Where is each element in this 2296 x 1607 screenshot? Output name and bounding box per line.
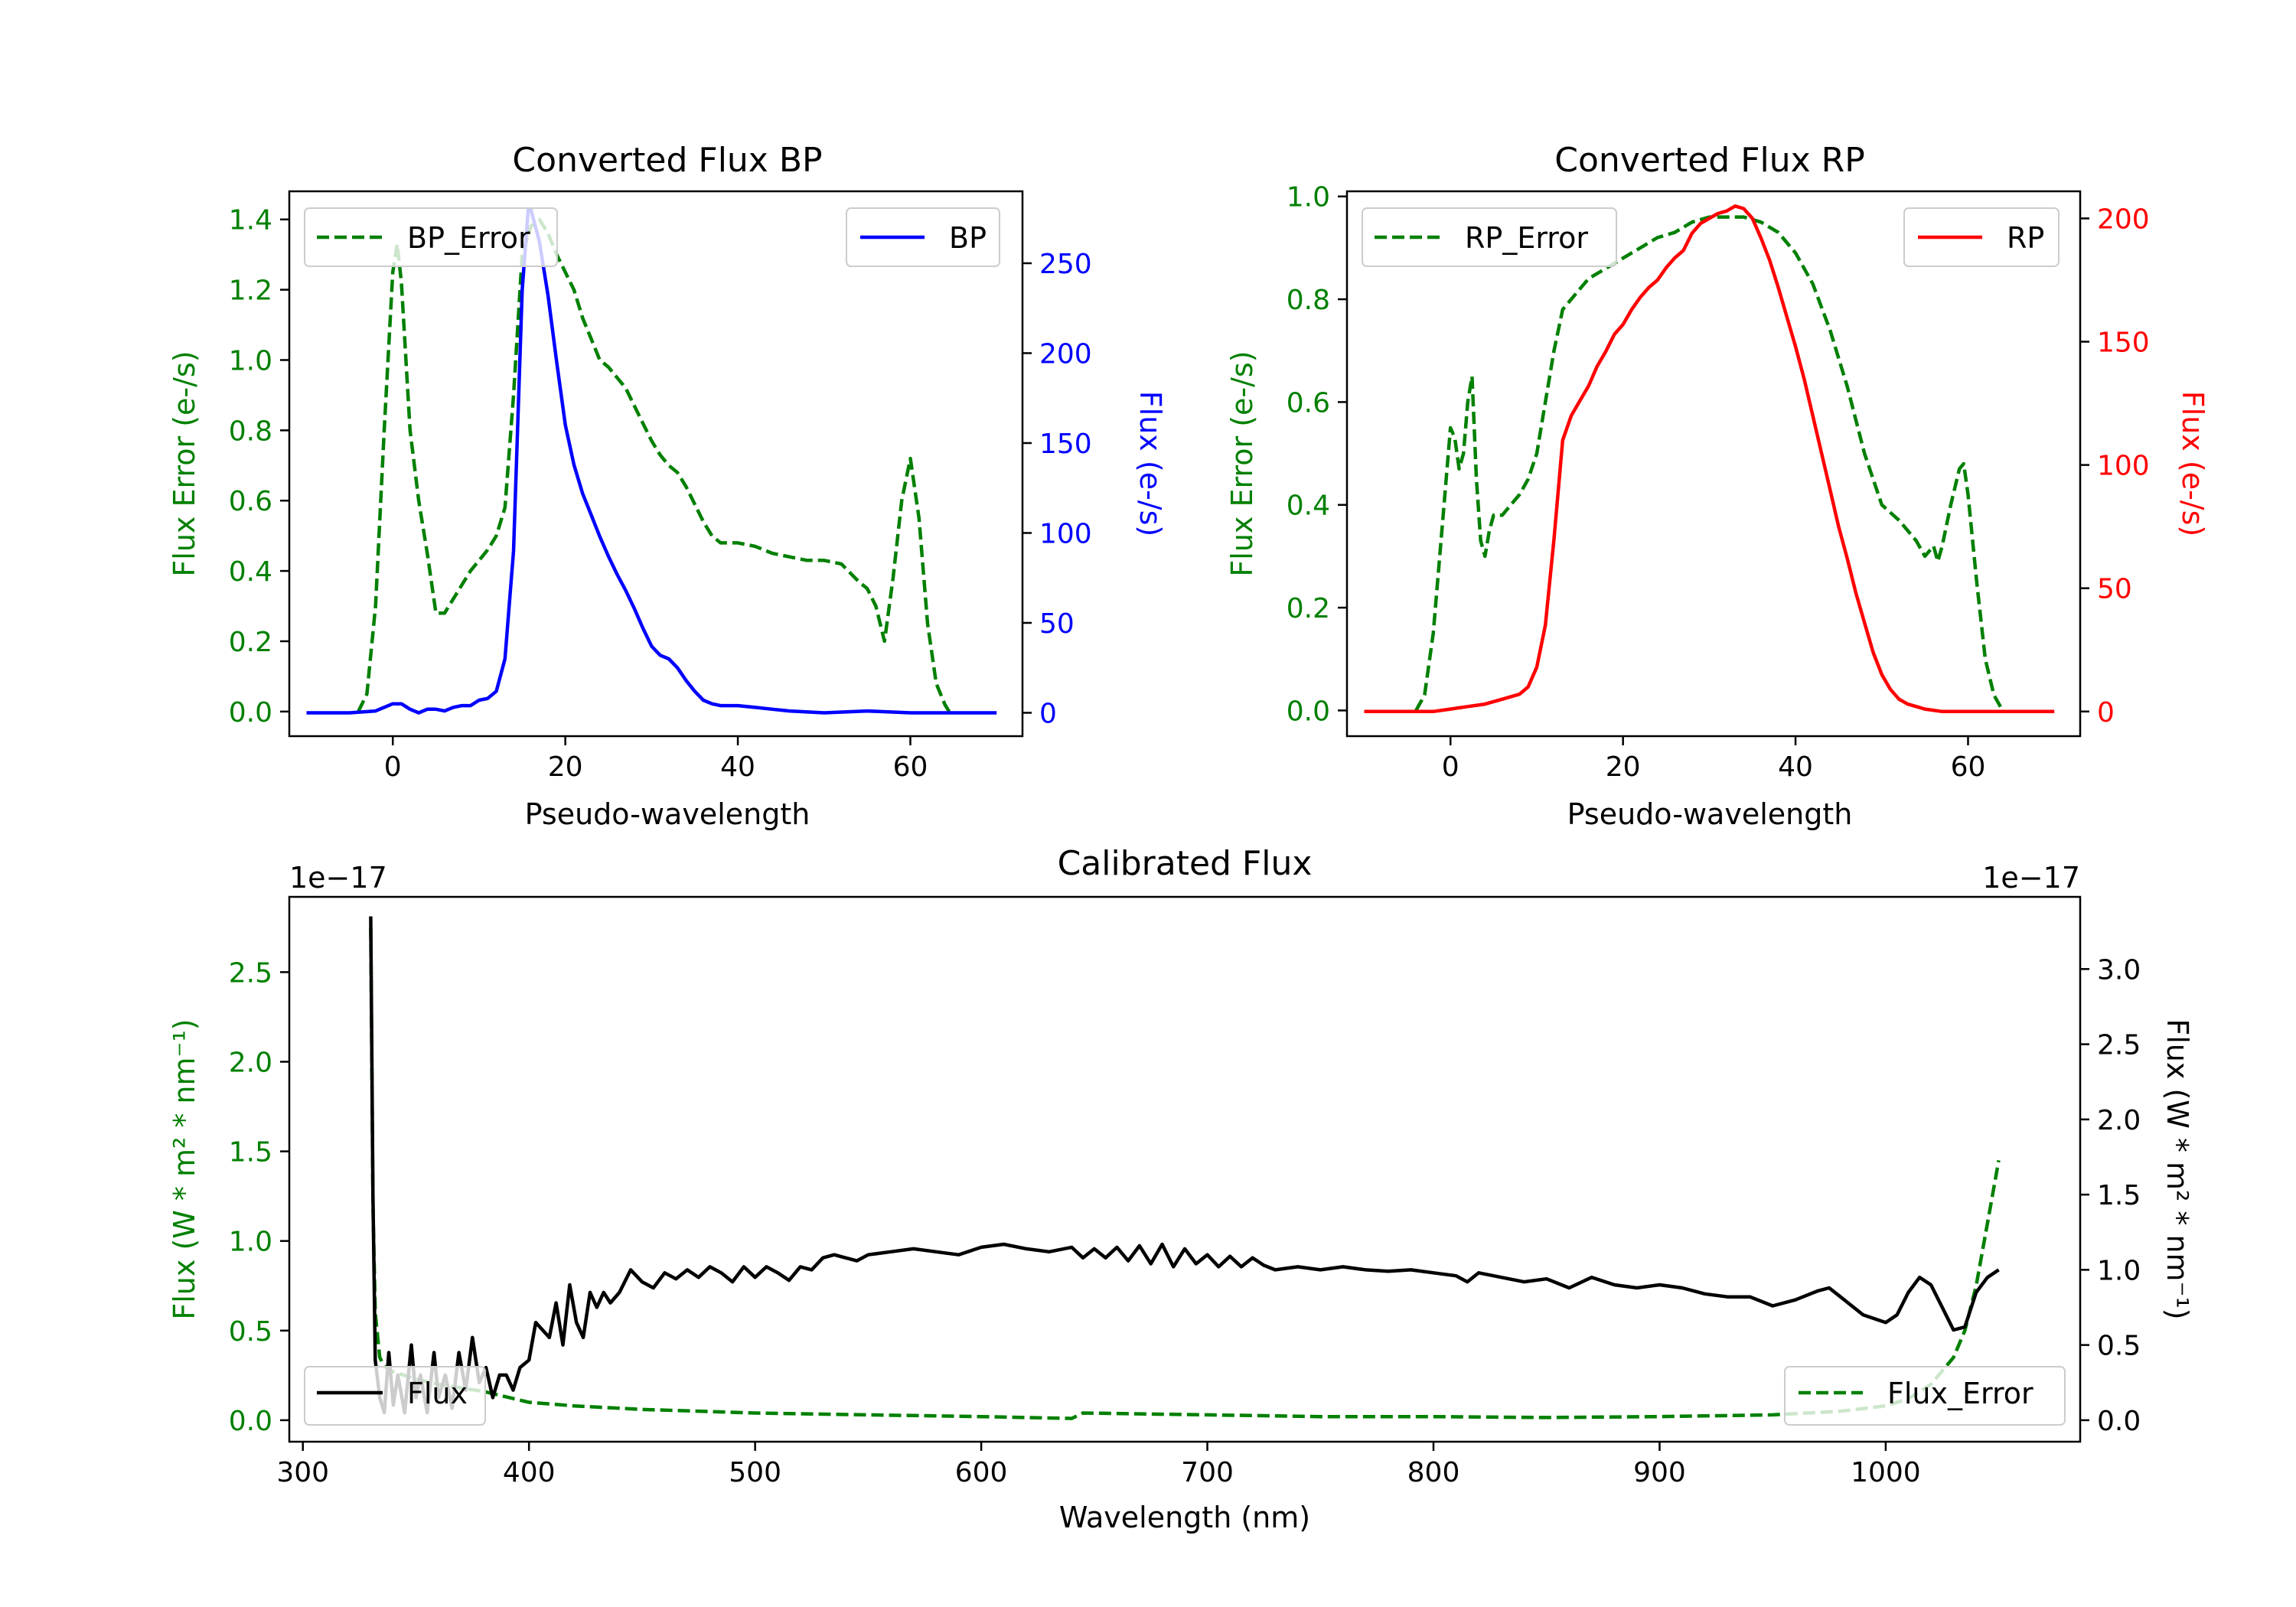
bp-x-tick-label: 60 [893,751,928,783]
rp-right-y-tick-label: 200 [2097,204,2150,235]
bp-bp-error-line [357,217,951,712]
calib-right-y-label: Flux (W * m² * nm⁻¹) [2161,1019,2194,1319]
rp-legend-error: RP_Error [1362,207,1617,267]
calib-left-y-tick-label: 0.0 [229,1406,272,1437]
calib-left-y-label: Flux (W * m² * nm⁻¹) [168,1019,201,1319]
bp-right-y-tick-label: 150 [1039,429,1092,460]
calib-right-y-tick-label: 2.0 [2097,1105,2141,1136]
bp-right-y-label: Flux (e-/s) [1133,391,1167,536]
rp-x-label: Pseudo-wavelength [1567,797,1853,831]
bp-legend-error-label: BP_Error [407,221,530,255]
calib-x-tick-label: 400 [503,1457,556,1488]
calib-right-y-tick-label: 0.0 [2097,1406,2141,1437]
calib-x-tick-label: 1000 [1851,1457,1921,1488]
calib-left-offset: 1e−17 [289,861,387,895]
rp-left-y-tick-label: 0.4 [1287,491,1330,522]
calib-right-y-tick-label: 1.0 [2097,1255,2141,1286]
calib-left-y-tick-label: 0.5 [229,1316,272,1348]
bp-legend-error: BP_Error [304,207,558,267]
bp-right-y-tick-label: 100 [1039,518,1092,549]
calib-left-y-tick-label: 1.5 [229,1137,272,1169]
rp-right-y-tick-label: 100 [2097,451,2150,482]
rp-right-y-tick-label: 0 [2097,697,2115,729]
bp-x-tick-label: 20 [548,751,583,783]
bp-left-y-tick-label: 0.6 [229,486,272,517]
calib-right-y-tick-label: 0.5 [2097,1331,2141,1362]
calib-left-y-tick-label: 2.5 [229,957,272,989]
bp-left-y-tick-label: 0.4 [229,556,272,588]
rp-left-y-tick-label: 1.0 [1287,182,1330,214]
bp-x-label: Pseudo-wavelength [525,797,810,831]
bp-x-tick-label: 0 [384,751,402,783]
bp-title: Converted Flux BP [512,141,822,180]
bp-left-y-tick-label: 1.4 [229,205,272,236]
rp-x-tick-label: 20 [1606,751,1641,783]
calib-right-y-tick-label: 1.5 [2097,1180,2141,1211]
rp-right-y-label: Flux (e-/s) [2176,391,2210,536]
calib-x-tick-label: 300 [276,1457,329,1488]
rp-legend-flux: RP [1903,207,2060,267]
rp-axes-frame [1345,190,2082,738]
calib-axes-frame [288,895,2082,1443]
rp-title: Converted Flux RP [1554,141,1865,180]
calib-left-y-tick-label: 2.0 [229,1047,272,1078]
calib-x-tick-label: 800 [1407,1457,1460,1488]
calib-panel: Calibrated Flux Wavelength (nm) 1e−17 1e… [168,844,2194,1534]
calib-legend-error-label: Flux_Error [1887,1377,2033,1410]
rp-panel: Converted Flux RP Pseudo-wavelength Flux… [1225,141,2210,831]
rp-left-y-label: Flux Error (e-/s) [1225,350,1259,576]
rp-left-y-tick-label: 0.8 [1287,285,1330,316]
rp-x-tick-label: 60 [1951,751,1986,783]
rp-legend-flux-label: RP [2007,221,2044,255]
rp-legend-error-label: RP_Error [1465,221,1588,255]
bp-left-y-tick-label: 0.8 [229,416,272,447]
bp-axes-frame [288,190,1024,738]
bp-right-y-tick-label: 50 [1039,608,1075,640]
bp-right-y-tick-label: 250 [1039,249,1092,280]
calib-x-tick-label: 900 [1633,1457,1686,1488]
rp-x-tick-label: 40 [1778,751,1813,783]
calib-legend-flux-label: Flux [407,1377,468,1410]
rp-left-y-tick-label: 0.6 [1287,387,1330,419]
rp-left-y-tick-label: 0.2 [1287,593,1330,624]
rp-right-y-tick-label: 50 [2097,574,2132,605]
calib-x-tick-label: 500 [729,1457,781,1488]
calib-title: Calibrated Flux [1058,844,1313,883]
bp-right-y-tick-label: 200 [1039,338,1092,370]
bp-left-y-tick-label: 0.0 [229,697,272,729]
calib-x-tick-label: 700 [1181,1457,1234,1488]
bp-left-y-tick-label: 0.2 [229,627,272,658]
calib-flux-line [369,916,2000,1415]
bp-bp-line [306,207,997,715]
calib-left-y-tick-label: 1.0 [229,1227,272,1258]
calib-right-y-tick-label: 2.5 [2097,1030,2141,1061]
bp-left-y-label: Flux Error (e-/s) [168,350,201,576]
rp-left-y-tick-label: 0.0 [1287,696,1330,727]
calib-right-offset: 1e−17 [1982,861,2080,895]
bp-left-y-tick-label: 1.0 [229,345,272,376]
rp-x-tick-label: 0 [1442,751,1459,783]
bp-legend-flux-label: BP [949,221,987,255]
calib-right-y-tick-label: 3.0 [2097,954,2141,986]
calib-legend-flux: Flux [304,1366,486,1426]
rp-rp-line [1364,204,2055,714]
rp-rp-error-line [1414,215,2004,712]
rp-right-y-tick-label: 150 [2097,328,2150,359]
calib-x-label: Wavelength (nm) [1059,1501,1310,1534]
bp-left-y-tick-label: 1.2 [229,275,272,307]
bp-legend-flux: BP [846,207,1000,267]
bp-right-y-tick-label: 0 [1039,698,1057,729]
calib-x-tick-label: 600 [955,1457,1008,1488]
bp-x-tick-label: 40 [720,751,755,783]
calib-legend-error: Flux_Error [1784,1366,2066,1426]
bp-panel: Converted Flux BP Pseudo-wavelength Flux… [168,141,1167,831]
